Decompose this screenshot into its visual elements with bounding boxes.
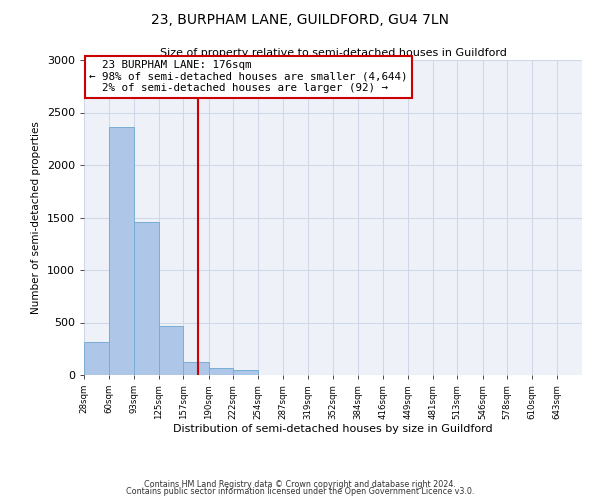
Bar	[183, 362, 209, 375]
Bar	[134, 222, 158, 375]
Text: 23 BURPHAM LANE: 176sqm  
← 98% of semi-detached houses are smaller (4,644)
  2%: 23 BURPHAM LANE: 176sqm ← 98% of semi-de…	[89, 60, 407, 93]
Bar	[109, 127, 134, 375]
Bar	[209, 368, 233, 375]
Title: Size of property relative to semi-detached houses in Guildford: Size of property relative to semi-detach…	[160, 48, 506, 58]
Text: Contains HM Land Registry data © Crown copyright and database right 2024.: Contains HM Land Registry data © Crown c…	[144, 480, 456, 489]
Text: 23, BURPHAM LANE, GUILDFORD, GU4 7LN: 23, BURPHAM LANE, GUILDFORD, GU4 7LN	[151, 12, 449, 26]
Bar	[158, 326, 183, 375]
Bar	[233, 370, 258, 375]
Bar	[84, 342, 109, 375]
X-axis label: Distribution of semi-detached houses by size in Guildford: Distribution of semi-detached houses by …	[173, 424, 493, 434]
Text: Contains public sector information licensed under the Open Government Licence v3: Contains public sector information licen…	[126, 487, 474, 496]
Y-axis label: Number of semi-detached properties: Number of semi-detached properties	[31, 121, 41, 314]
